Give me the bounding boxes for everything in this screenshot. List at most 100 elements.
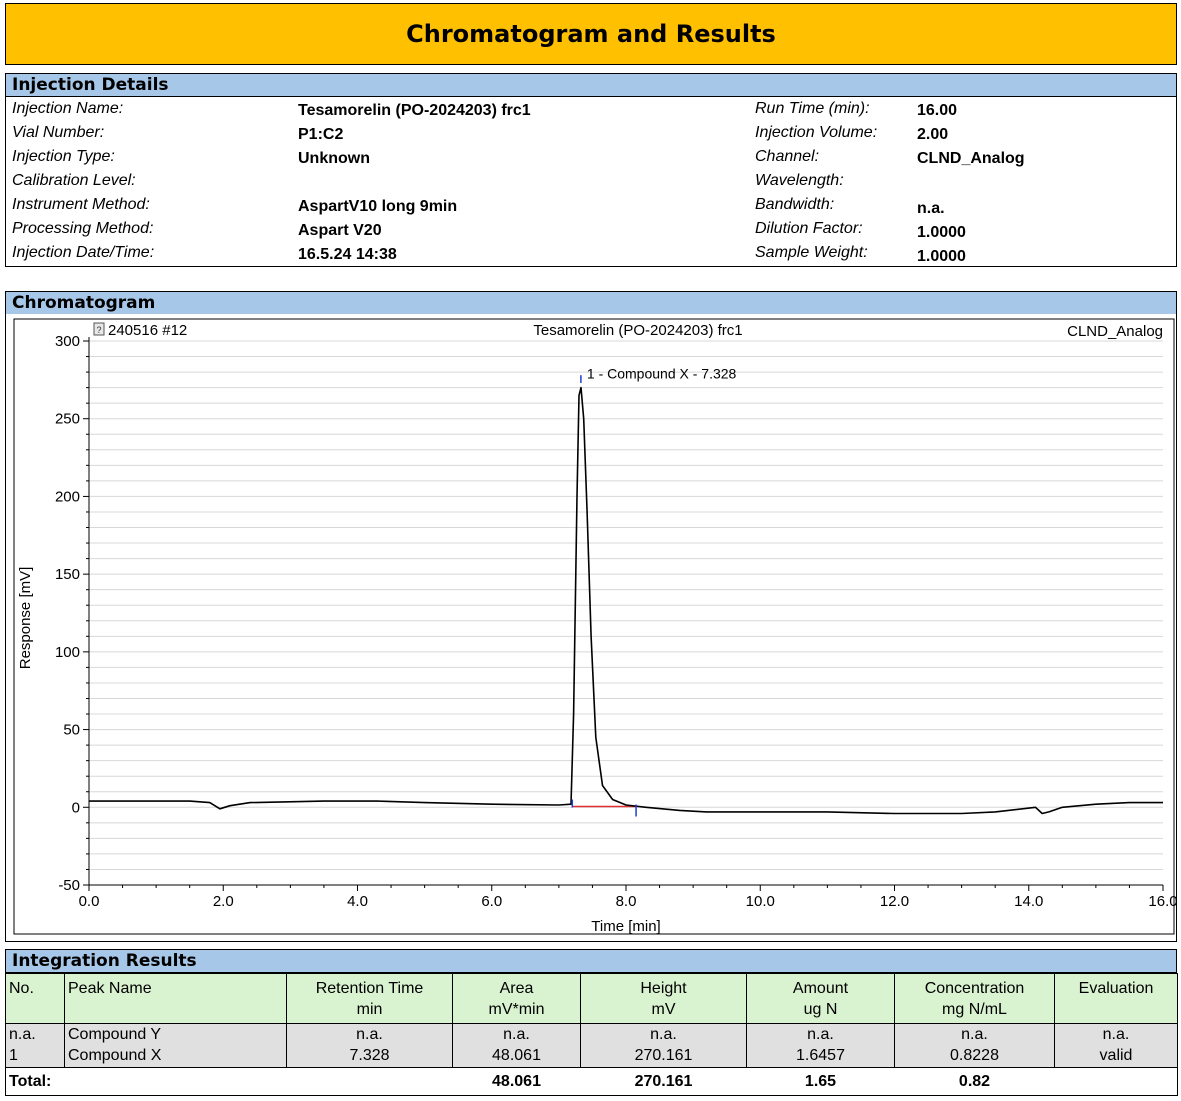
cell-amount: n.a. bbox=[746, 1023, 895, 1046]
col-header-retention-time: Retention Time min bbox=[286, 973, 453, 1024]
y-tick-label: 250 bbox=[55, 411, 80, 428]
y-tick-label: -50 bbox=[58, 877, 80, 894]
total-amount: 1.65 bbox=[746, 1067, 895, 1096]
x-tick-label: 14.0 bbox=[1014, 893, 1043, 910]
cell-concentration: n.a. bbox=[894, 1023, 1055, 1046]
wavelength-label: Wavelength: bbox=[755, 172, 844, 189]
vial-number-label: Vial Number: bbox=[12, 124, 105, 141]
x-tick-label: 6.0 bbox=[481, 893, 502, 910]
col-header-no: No. bbox=[5, 973, 65, 1024]
col-header-evaluation: Evaluation bbox=[1054, 973, 1178, 1024]
cell-retention-time: n.a. bbox=[286, 1023, 453, 1046]
x-tick-label: 4.0 bbox=[347, 893, 368, 910]
y-tick-label: 0 bbox=[72, 799, 80, 816]
cell-amount: 1.6457 bbox=[746, 1045, 895, 1068]
results-header-row: No. Peak Name Retention Time min Area mV*m… bbox=[5, 973, 1178, 1024]
col-header-area: Area mV*min bbox=[452, 973, 581, 1024]
channel-value: CLND_Analog bbox=[917, 150, 1025, 167]
dilution-factor-label: Dilution Factor: bbox=[755, 220, 863, 237]
cell-retention-time: 7.328 bbox=[286, 1045, 453, 1068]
cell-peak-name: Compound Y bbox=[64, 1023, 287, 1046]
injection-datetime-label: Injection Date/Time: bbox=[12, 244, 155, 261]
x-tick-label: 0.0 bbox=[79, 893, 100, 910]
x-tick-label: 8.0 bbox=[616, 893, 637, 910]
x-tick-label: 16.0 bbox=[1148, 893, 1176, 910]
y-axis-title: Response [mV] bbox=[17, 567, 34, 670]
cell-concentration: 0.8228 bbox=[894, 1045, 1055, 1068]
channel-name: CLND_Analog bbox=[1067, 323, 1163, 340]
cell-no: 1 bbox=[5, 1045, 65, 1068]
y-tick-label: 200 bbox=[55, 488, 80, 505]
instrument-method-label: Instrument Method: bbox=[12, 196, 150, 213]
processing-method-value: Aspart V20 bbox=[298, 222, 382, 239]
bandwidth-label: Bandwidth: bbox=[755, 196, 835, 213]
total-peak-name bbox=[64, 1067, 287, 1096]
y-tick-label: 150 bbox=[55, 566, 80, 583]
y-tick-label: 50 bbox=[63, 722, 80, 739]
instrument-method-value: AspartV10 long 9min bbox=[298, 198, 458, 215]
col-header-height: Height mV bbox=[580, 973, 747, 1024]
processing-method-label: Processing Method: bbox=[12, 220, 154, 237]
report-title: Chromatogram and Results bbox=[5, 3, 1177, 65]
cell-height: n.a. bbox=[580, 1023, 747, 1046]
total-label: Total: bbox=[5, 1067, 65, 1096]
chart-traces bbox=[89, 375, 1163, 817]
injection-volume-label: Injection Volume: bbox=[755, 124, 878, 141]
integration-results-heading: Integration Results bbox=[5, 949, 1177, 973]
col-header-concentration: Concentration mg N/mL bbox=[894, 973, 1055, 1024]
run-time-value: 16.00 bbox=[917, 102, 958, 119]
vial-number-value: P1:C2 bbox=[298, 126, 344, 143]
dilution-factor-value: 1.0000 bbox=[917, 224, 966, 241]
sample-weight-label: Sample Weight: bbox=[755, 244, 868, 261]
injection-volume-value: 2.00 bbox=[917, 126, 949, 143]
total-evaluation bbox=[1054, 1067, 1178, 1096]
total-row: Total: 48.061 270.161 1.65 0.82 bbox=[5, 1067, 1178, 1096]
injection-name-label: Injection Name: bbox=[12, 100, 124, 117]
bandwidth-value: n.a. bbox=[917, 200, 945, 217]
run-time-label: Run Time (min): bbox=[755, 100, 870, 117]
total-area: 48.061 bbox=[452, 1067, 581, 1096]
chromatogram-trace bbox=[89, 386, 1163, 815]
cell-peak-name: Compound X bbox=[64, 1045, 287, 1068]
table-row: 1 Compound X 7.328 48.061 270.161 1.6457… bbox=[5, 1045, 1178, 1068]
cell-no: n.a. bbox=[5, 1023, 65, 1046]
run-status-icon bbox=[93, 322, 105, 336]
cell-evaluation: valid bbox=[1054, 1045, 1178, 1068]
injection-details-panel: Injection Name: Tesamorelin (PO-2024203)… bbox=[5, 97, 1177, 267]
chart-grid bbox=[89, 340, 1163, 886]
injection-type-value: Unknown bbox=[298, 150, 370, 167]
sample-weight-value: 1.0000 bbox=[917, 248, 966, 265]
chromatogram-panel: -50 0 50 100 150 200 250 300 0.0 2.0 4.0 6.0 8.0 10.0… bbox=[5, 314, 1178, 942]
injection-type-label: Injection Type: bbox=[12, 148, 115, 165]
calibration-level-label: Calibration Level: bbox=[12, 172, 136, 189]
chromatogram-heading: Chromatogram bbox=[5, 291, 1177, 315]
chart-header: ? 240516 #12 Tesamorelin (PO-2024203) fr… bbox=[93, 322, 1163, 340]
total-height: 270.161 bbox=[580, 1067, 747, 1096]
injection-datetime-value: 16.5.24 14:38 bbox=[298, 246, 397, 263]
total-retention-time bbox=[286, 1067, 453, 1096]
cell-area: n.a. bbox=[452, 1023, 581, 1046]
col-header-amount: Amount ug N bbox=[746, 973, 895, 1024]
cell-evaluation: n.a. bbox=[1054, 1023, 1178, 1046]
y-tick-label: 300 bbox=[55, 333, 80, 350]
chart-axes: -50 0 50 100 150 200 250 300 0.0 2.0 4.0 6.0 8.0 10.0… bbox=[55, 333, 1178, 910]
injection-name-value: Tesamorelin (PO-2024203) frc1 bbox=[298, 102, 531, 119]
table-row: n.a. Compound Y n.a. n.a. n.a. n.a. n.a.… bbox=[5, 1023, 1178, 1046]
channel-label: Channel: bbox=[755, 148, 820, 165]
integration-results-panel: No. Peak Name Retention Time min Area mV*m… bbox=[5, 973, 1178, 1099]
col-header-peak-name: Peak Name bbox=[64, 973, 287, 1024]
x-tick-label: 2.0 bbox=[213, 893, 234, 910]
chart-frame bbox=[13, 318, 1175, 935]
run-status-icon-glyph: ? bbox=[96, 325, 101, 335]
cell-height: 270.161 bbox=[580, 1045, 747, 1068]
results-table: No. Peak Name Retention Time min Area mV*m… bbox=[5, 973, 1178, 1096]
x-tick-label: 12.0 bbox=[880, 893, 909, 910]
chromatogram-chart: -50 0 50 100 150 200 250 300 0.0 2.0 4.0 6.0 8.0 10.0… bbox=[13, 318, 1178, 935]
run-id: 240516 #12 bbox=[108, 322, 187, 339]
y-tick-label: 100 bbox=[55, 644, 80, 661]
injection-details-heading: Injection Details bbox=[5, 73, 1177, 97]
x-tick-label: 10.0 bbox=[746, 893, 775, 910]
chart-title: Tesamorelin (PO-2024203) frc1 bbox=[533, 322, 742, 339]
x-axis-title: Time [min] bbox=[591, 918, 660, 935]
peak-label: 1 - Compound X - 7.328 bbox=[587, 366, 737, 382]
